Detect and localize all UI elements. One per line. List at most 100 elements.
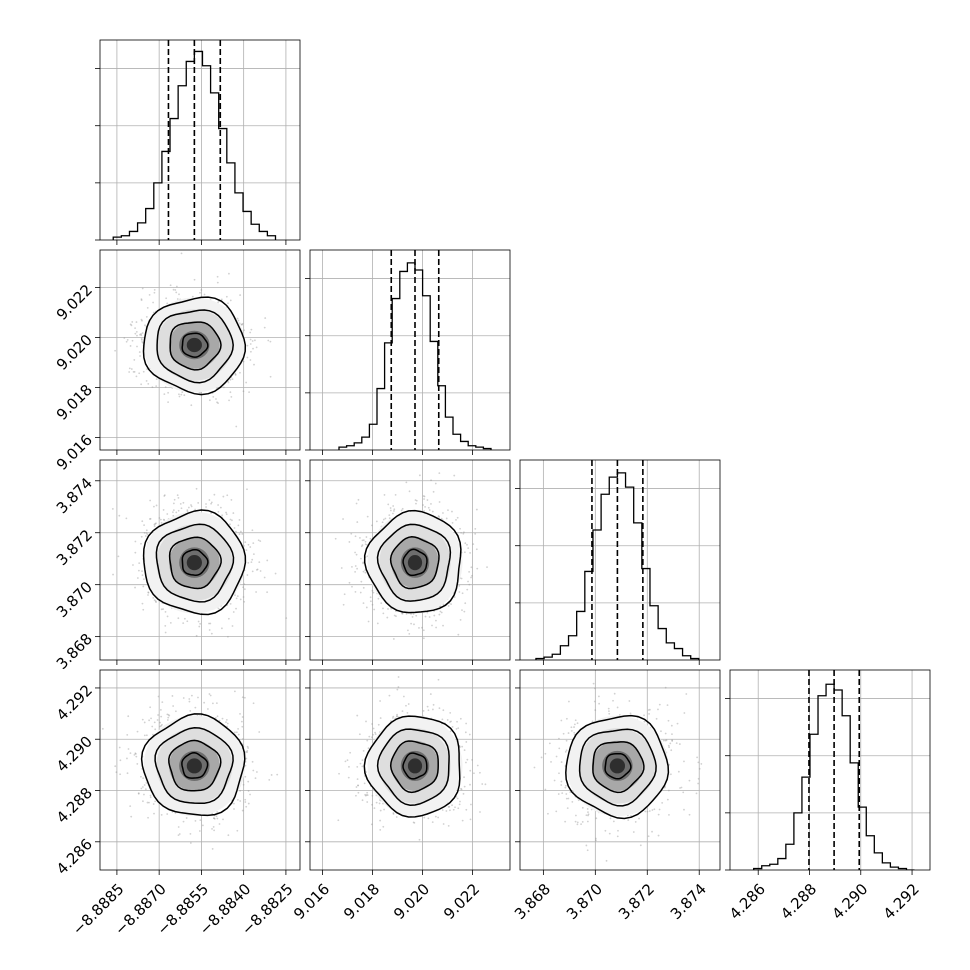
sample-point — [560, 719, 563, 722]
sample-point — [569, 791, 572, 794]
sample-point — [697, 777, 700, 780]
sample-point — [592, 682, 595, 685]
sample-point — [228, 272, 230, 275]
sample-point — [548, 742, 551, 745]
sample-point — [458, 803, 461, 806]
sample-point — [479, 771, 481, 774]
sample-point — [647, 835, 650, 838]
sample-point — [162, 518, 165, 521]
sample-point — [455, 518, 457, 521]
sample-point — [362, 562, 364, 565]
sample-point — [127, 715, 130, 718]
sample-point — [153, 288, 156, 291]
sample-point — [457, 727, 460, 730]
sample-point — [373, 608, 376, 611]
sample-point — [241, 809, 244, 812]
sample-point — [154, 244, 156, 246]
sample-point — [209, 622, 212, 625]
sample-point — [190, 404, 193, 407]
sample-point — [148, 293, 151, 296]
sample-point — [450, 720, 452, 723]
contour-line-2 — [154, 726, 234, 805]
sample-point — [359, 591, 362, 594]
density-panel-3-0 — [95, 669, 301, 875]
sample-point — [375, 520, 378, 523]
sample-point — [463, 776, 465, 779]
sample-point — [198, 625, 201, 628]
sample-point — [146, 533, 149, 536]
sample-point — [558, 772, 560, 775]
sample-point — [683, 760, 685, 763]
sample-point — [356, 765, 359, 768]
sample-point — [264, 317, 267, 319]
sample-point — [153, 505, 155, 508]
sample-point — [365, 536, 368, 538]
sample-point — [357, 791, 360, 794]
contour-line-1 — [389, 740, 439, 794]
sample-point — [468, 733, 471, 736]
sample-point — [685, 693, 688, 695]
sample-point — [159, 725, 161, 728]
sample-point — [214, 716, 217, 719]
sample-point — [135, 375, 138, 378]
sample-point — [240, 720, 243, 723]
sample-point — [587, 814, 589, 817]
sample-point — [391, 717, 394, 719]
sample-point — [143, 793, 145, 796]
sample-point — [467, 580, 469, 583]
sample-point — [361, 539, 364, 542]
sample-point — [465, 761, 467, 764]
sample-point — [608, 710, 610, 713]
contour-line-0 — [402, 752, 428, 780]
sample-point — [564, 820, 567, 823]
sample-point — [586, 849, 589, 852]
sample-point — [573, 723, 576, 726]
density-panel-2-1 — [305, 459, 511, 665]
y-tick-label: 4.288 — [53, 784, 96, 827]
sample-point — [134, 327, 137, 329]
sample-point — [218, 719, 221, 722]
sample-point — [142, 608, 145, 611]
sample-point — [448, 805, 451, 808]
sample-point — [357, 498, 360, 501]
sample-point — [126, 757, 128, 760]
sample-point — [236, 317, 239, 320]
sample-point — [466, 543, 468, 546]
sample-point — [372, 733, 374, 736]
sample-point — [169, 621, 172, 624]
sample-point — [133, 370, 136, 373]
sample-point — [573, 726, 575, 728]
sample-point — [168, 714, 171, 717]
sample-point — [458, 591, 461, 593]
sample-point — [442, 823, 445, 825]
sample-point — [142, 800, 144, 803]
sample-point — [379, 819, 382, 822]
grid-lines — [310, 250, 510, 450]
sample-point — [410, 613, 412, 615]
sample-point — [267, 339, 270, 342]
sample-point — [460, 531, 462, 534]
sample-point — [183, 394, 186, 397]
sample-point — [159, 721, 161, 724]
sample-point — [411, 616, 414, 618]
sample-point — [118, 746, 121, 749]
sample-point — [186, 620, 189, 623]
sample-point — [216, 281, 219, 284]
panel-frame — [309, 669, 511, 871]
sample-point — [178, 293, 180, 296]
sample-point — [439, 610, 442, 613]
sample-point — [177, 617, 180, 620]
sample-point — [677, 770, 680, 773]
sample-point — [407, 629, 409, 632]
sample-point — [564, 750, 567, 753]
sample-point — [474, 527, 477, 530]
sample-point — [372, 591, 375, 594]
sample-point — [269, 340, 272, 343]
sample-point — [450, 603, 452, 605]
sample-point — [344, 760, 347, 763]
sample-point — [123, 337, 126, 339]
sample-point — [142, 585, 145, 588]
sample-point — [683, 808, 685, 811]
sample-point — [187, 506, 190, 509]
sample-point — [470, 566, 473, 569]
